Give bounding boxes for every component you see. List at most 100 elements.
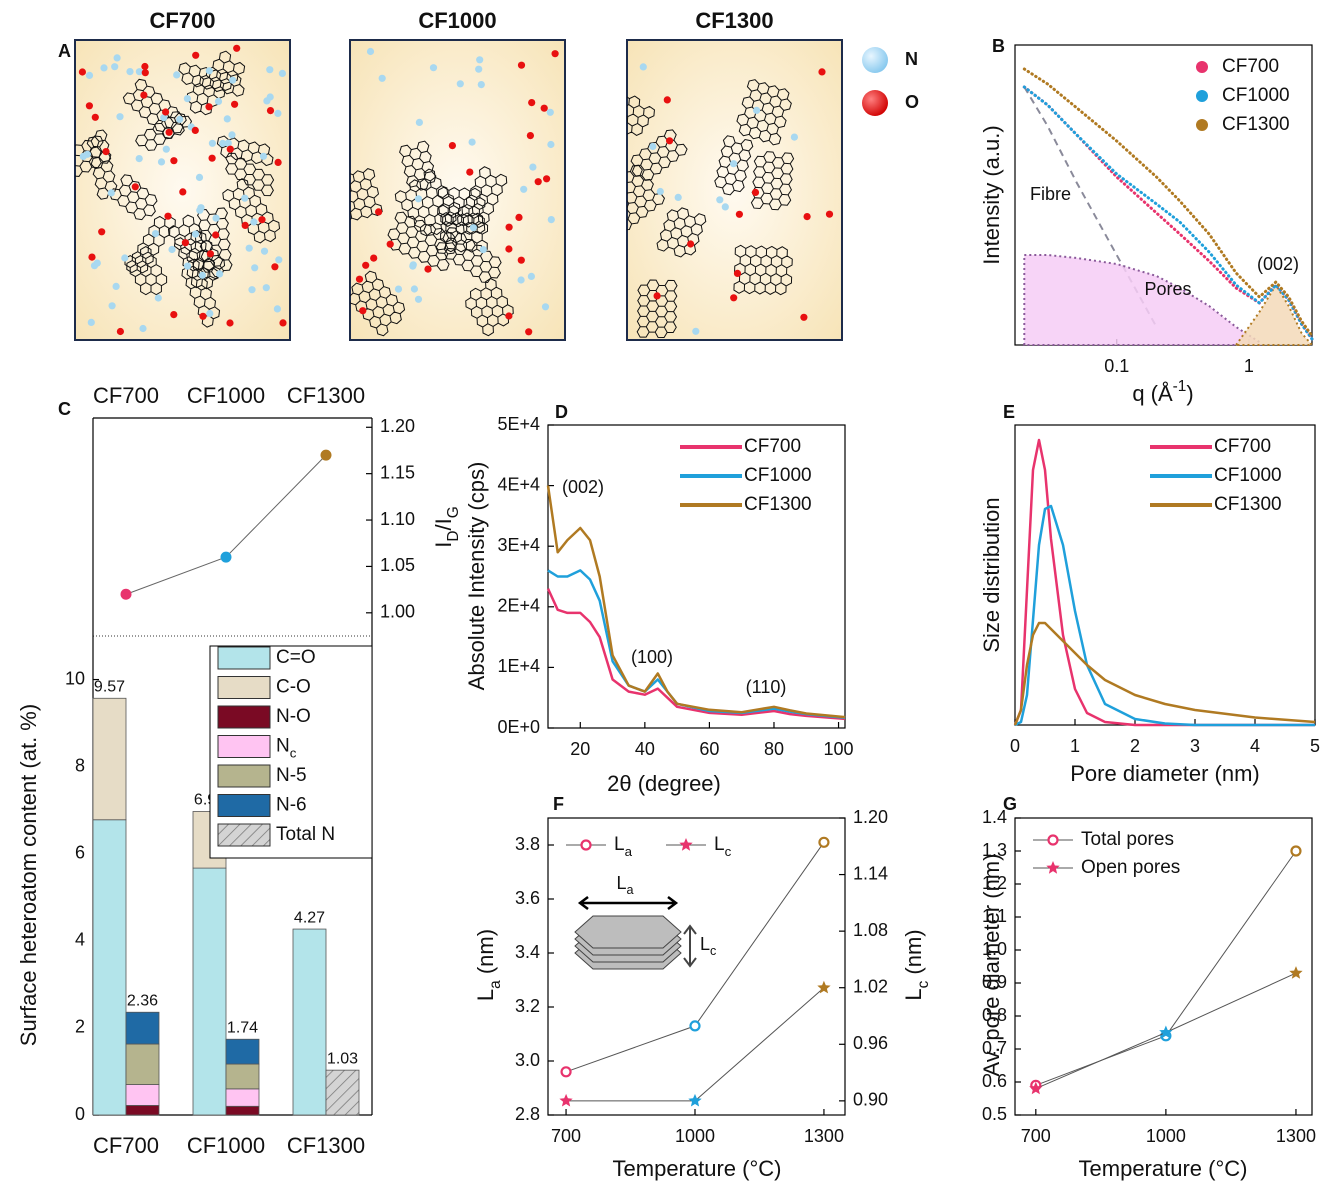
- o-atom: [242, 222, 249, 229]
- inset-plate: [575, 916, 681, 948]
- x-tick-label: 4: [1250, 736, 1260, 756]
- x-tick-label: 700: [551, 1126, 581, 1146]
- n-atom: [279, 70, 286, 77]
- n-atom: [528, 273, 535, 280]
- o-atom: [170, 311, 177, 318]
- y-axis-label: Size distribution: [979, 497, 1004, 652]
- y-tick-label: 2.8: [515, 1104, 540, 1124]
- n-atom: [158, 158, 165, 165]
- panel-title: CF1000: [418, 8, 496, 33]
- o-atom: [199, 313, 206, 320]
- legend-swatch: [1196, 61, 1208, 73]
- n-atom: [216, 270, 223, 277]
- n-atom: [716, 196, 723, 203]
- legend-label: CF700: [744, 436, 801, 457]
- legend-label-part: a: [625, 844, 633, 859]
- n-atom: [692, 328, 699, 335]
- y2-axis-label-part: D: [445, 530, 462, 541]
- y-tick-label: 10: [65, 668, 85, 688]
- series-line: [566, 988, 824, 1101]
- n-atom: [275, 256, 282, 263]
- n-atom: [261, 248, 268, 255]
- o-atom: [271, 263, 278, 270]
- n-atom: [246, 245, 253, 252]
- o-atom: [209, 155, 216, 162]
- panel-letter: C: [58, 399, 71, 419]
- o-atom: [279, 319, 286, 326]
- n-atom: [109, 302, 116, 309]
- circle-marker: [562, 1067, 571, 1076]
- y-tick-label: 0: [75, 1104, 85, 1124]
- y2-axis-label-part: G: [445, 506, 462, 518]
- x-tick-label: 40: [635, 739, 655, 759]
- n-atom: [518, 276, 525, 283]
- n-atom: [126, 68, 133, 75]
- o-atom: [664, 96, 671, 103]
- o-atom: [179, 188, 186, 195]
- star-marker: [679, 838, 692, 851]
- atom-legend-swatch: [862, 47, 888, 73]
- y-tick-label: 2: [75, 1017, 85, 1037]
- n-atom: [173, 71, 180, 78]
- n-atom: [529, 164, 536, 171]
- legend-label: CF1000: [1222, 85, 1290, 106]
- x-tick-label: CF1300: [287, 383, 365, 408]
- inset-label: Lc: [700, 934, 716, 959]
- n-atom: [476, 56, 483, 63]
- x-axis-label-part: ): [1186, 381, 1193, 406]
- bar-segment: [93, 820, 126, 1115]
- n-atom: [791, 134, 798, 141]
- o-atom: [818, 68, 825, 75]
- n-atom: [250, 218, 257, 225]
- legend-swatch: [1196, 90, 1208, 102]
- star-marker: [559, 1094, 572, 1107]
- x-axis-label: Pore diameter (nm): [1070, 761, 1260, 786]
- n-atom: [475, 66, 482, 73]
- o-atom: [515, 214, 522, 221]
- bar-segment: [93, 698, 126, 819]
- y-tick-label: 3.0: [515, 1050, 540, 1070]
- n-atom: [196, 174, 203, 181]
- circle-marker: [819, 838, 828, 847]
- n-atom: [469, 139, 476, 146]
- legend-label: La: [614, 834, 633, 859]
- n-atom: [184, 95, 191, 102]
- o-atom: [505, 312, 512, 319]
- o-atom: [527, 132, 534, 139]
- y-tick-label: 0.5: [982, 1104, 1007, 1124]
- x-tick-label: 5: [1310, 736, 1320, 756]
- legend-label: Total pores: [1081, 829, 1174, 850]
- y-tick-label: 2E+4: [497, 596, 540, 616]
- annotation: (002): [1257, 254, 1299, 274]
- y2-tick-label: 1.20: [853, 807, 888, 827]
- o-atom: [543, 175, 550, 182]
- y-tick-label: 0E+0: [497, 717, 540, 737]
- legend-swatch: [218, 824, 270, 846]
- n-atom: [184, 263, 191, 270]
- atom-legend-swatch: [862, 90, 888, 116]
- n-atom: [547, 109, 554, 116]
- n-atom: [274, 110, 281, 117]
- n-atom: [409, 263, 416, 270]
- point: [221, 552, 232, 563]
- n-atom: [260, 153, 267, 160]
- o-atom: [79, 68, 86, 75]
- o-atom: [182, 239, 189, 246]
- n-atom: [84, 151, 91, 158]
- x-tick-label: 1: [1244, 356, 1254, 376]
- y-axis-label-part: L: [473, 989, 498, 1001]
- o-atom: [525, 328, 532, 335]
- o-atom: [505, 245, 512, 252]
- o-atom: [86, 102, 93, 109]
- x-tick-label: 1: [1070, 736, 1080, 756]
- atom-legend-label: O: [905, 92, 919, 112]
- bar-segment: [293, 929, 326, 1115]
- legend-swatch: [218, 706, 270, 728]
- n-atom: [470, 224, 477, 231]
- inset-label: La: [616, 873, 633, 898]
- legend-label: Open pores: [1081, 857, 1180, 878]
- y2-axis-label-part: (nm): [901, 929, 926, 980]
- legend-label: Lc: [714, 834, 732, 859]
- n-atom: [480, 246, 487, 253]
- y-axis-label: Av. pore diameter (nm): [979, 854, 1004, 1077]
